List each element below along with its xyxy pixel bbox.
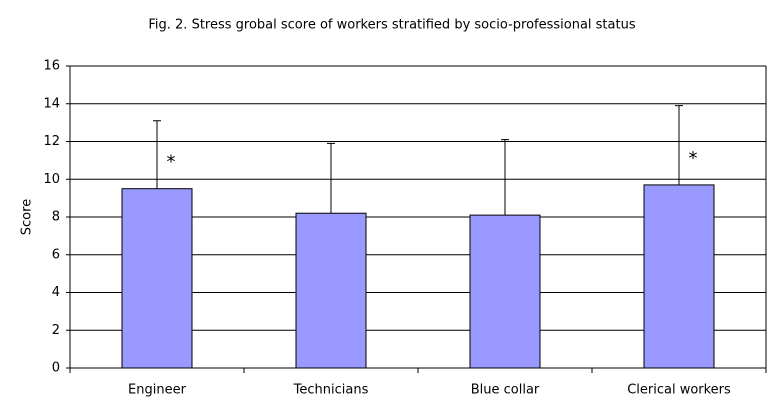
bar <box>643 184 715 369</box>
x-tick-label: Engineer <box>128 383 187 398</box>
y-tick-label: 8 <box>52 210 60 225</box>
x-tick-label: Blue collar <box>471 383 540 398</box>
x-tick-label: Technicians <box>293 383 369 398</box>
y-tick-label: 2 <box>52 323 60 338</box>
bar <box>469 214 541 369</box>
y-tick-label: 4 <box>52 285 60 300</box>
y-tick-label: 6 <box>52 247 60 262</box>
bar <box>295 212 367 369</box>
y-axis-label: Score <box>20 199 35 235</box>
significance-marker: * <box>689 148 698 169</box>
y-tick-label: 0 <box>52 361 60 376</box>
significance-marker: * <box>167 152 176 173</box>
bar <box>121 188 193 369</box>
y-tick-label: 16 <box>43 59 60 74</box>
y-tick-label: 12 <box>43 134 60 149</box>
chart-title: Fig. 2. Stress grobal score of workers s… <box>148 18 635 33</box>
x-tick-label: Clerical workers <box>627 383 731 398</box>
y-tick-label: 14 <box>43 96 60 111</box>
y-tick-label: 10 <box>43 172 60 187</box>
